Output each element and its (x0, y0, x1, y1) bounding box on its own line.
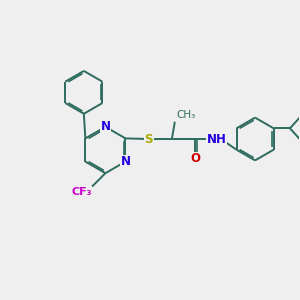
Text: N: N (100, 120, 110, 133)
Text: CH₃: CH₃ (176, 110, 196, 120)
Text: O: O (190, 152, 200, 165)
Text: N: N (121, 155, 130, 168)
Text: NH: NH (206, 133, 226, 146)
Text: CF₃: CF₃ (71, 187, 92, 197)
Text: S: S (144, 133, 153, 146)
